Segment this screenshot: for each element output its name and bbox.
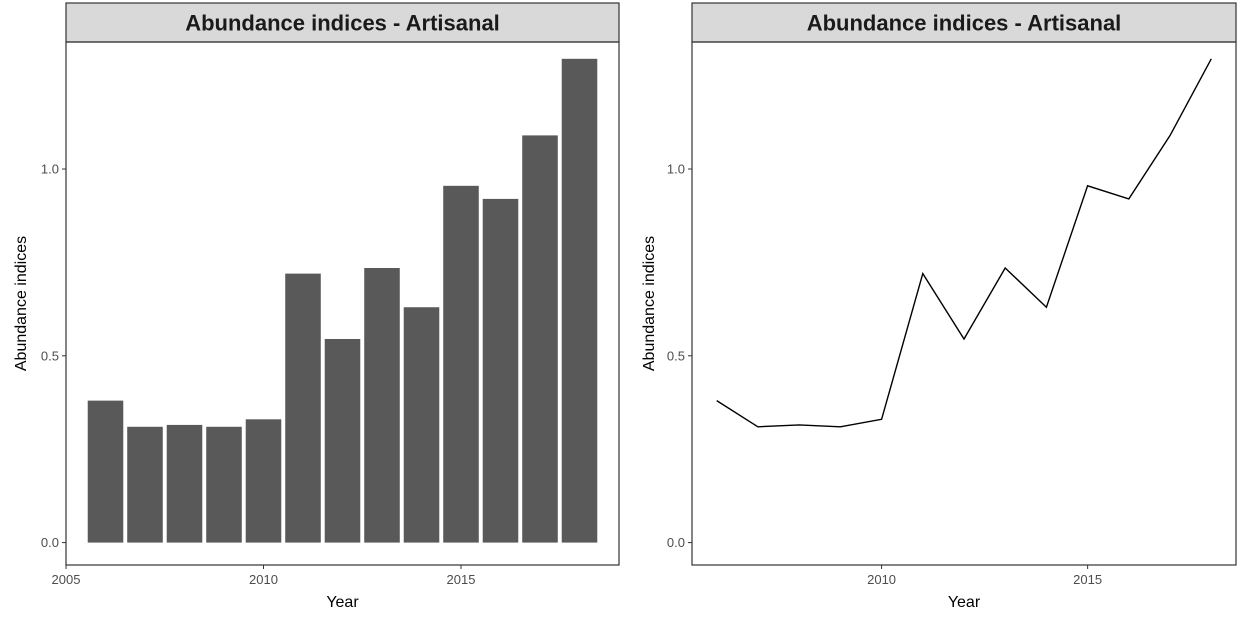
- bar-2008: [166, 424, 203, 543]
- y-axis-title: Abundance indices: [13, 236, 30, 371]
- series-line: [716, 58, 1212, 428]
- bar-2009: [206, 426, 242, 543]
- x-tick-label: 2010: [867, 572, 896, 587]
- facet-strip: [691, 2, 1237, 43]
- bar-2012: [324, 338, 361, 543]
- bar-2006: [87, 400, 124, 543]
- y-tick-label: 0.5: [667, 348, 685, 363]
- bar-2015: [443, 185, 479, 543]
- bar-2014: [403, 307, 440, 543]
- y-tick-label: 1.0: [667, 162, 685, 177]
- bar-2010: [245, 419, 282, 543]
- bar-2007: [127, 426, 163, 543]
- x-axis-title: Year: [948, 594, 981, 611]
- x-tick-label: 2015: [1073, 572, 1102, 587]
- panel-border: [691, 41, 1237, 566]
- panel-border: [65, 41, 620, 566]
- bar-2017: [522, 135, 558, 543]
- line-chart-panel: Abundance indices - Artisanal 0.0 0.5 1.0 20…: [641, 2, 1237, 611]
- facet-strip-title: Abundance indices - Artisanal: [185, 11, 500, 36]
- facet-strip: [65, 2, 620, 43]
- bar-2018: [561, 58, 598, 543]
- y-tick-label: 0.5: [41, 348, 59, 363]
- y-tick-label: 0.0: [667, 535, 685, 550]
- y-axis-title: Abundance indices: [641, 236, 658, 371]
- y-tick-label: 1.0: [41, 162, 59, 177]
- x-tick-label: 2005: [52, 572, 81, 587]
- y-tick-label: 0.0: [41, 535, 59, 550]
- x-axis-title: Year: [326, 594, 359, 611]
- x-tick-label: 2010: [249, 572, 278, 587]
- facet-strip-title: Abundance indices - Artisanal: [807, 11, 1122, 36]
- bar-2013: [364, 268, 400, 543]
- bar-2016: [482, 198, 519, 543]
- x-tick-label: 2015: [447, 572, 476, 587]
- bar-2011: [285, 273, 321, 543]
- bar-chart-panel: Abundance indices - Artisanal 0.0 0.5 1.0 20…: [13, 2, 620, 611]
